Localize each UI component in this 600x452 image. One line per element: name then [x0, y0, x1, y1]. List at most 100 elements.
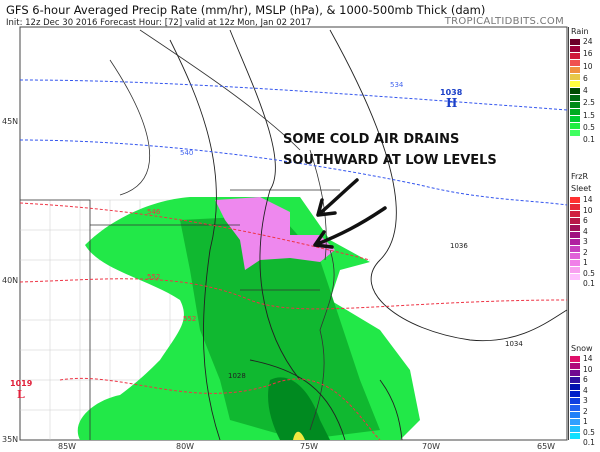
rain-legend-label: 2.5	[583, 98, 595, 108]
snow-legend-label: 14	[583, 354, 593, 363]
latitude-label: 35N	[2, 435, 19, 444]
snow-legend-label: 0.5	[583, 427, 595, 437]
rain-heavier	[180, 215, 380, 440]
thickness-label: 546	[147, 208, 161, 216]
freezing-rain-area	[215, 197, 335, 270]
frzr-legend-label: 3	[583, 237, 588, 246]
annotation-line-2: SOUTHWARD AT LOW LEVELS	[283, 153, 497, 168]
isobar-label: 1034	[505, 340, 523, 348]
snow-legend-swatch	[570, 384, 580, 391]
longitude-label: 75W	[300, 442, 319, 451]
thickness-546	[19, 202, 371, 261]
isobar-label: 1028	[228, 372, 246, 380]
thickness-label: 540	[180, 149, 193, 157]
snow-legend-label: 4	[583, 385, 588, 395]
rain-legend-swatch	[570, 137, 580, 144]
thickness-534	[19, 79, 568, 111]
snow-legend-label: 6	[583, 375, 588, 384]
snow-legend-label: 3	[583, 396, 588, 405]
frzr-legend-swatch	[570, 274, 580, 281]
frzr-legend-label: 10	[583, 205, 593, 215]
frzr-legend-swatch	[570, 204, 580, 211]
rain-yellow	[293, 431, 305, 440]
rain-legend-swatch	[570, 74, 580, 81]
precip-legend: Rain 24 16 10 6 4 2.5 1.5 0.5 0.1 FrzR Sleet 14 10 6 4 3…	[568, 27, 600, 447]
snow-legend-swatch	[570, 377, 580, 384]
map-title: GFS 6-hour Averaged Precip Rate (mm/hr),…	[6, 3, 486, 17]
rain-heaviest	[268, 377, 330, 440]
snow-legend-swatch	[570, 426, 580, 433]
frzr-legend-label: 1	[583, 258, 588, 267]
annotation-arrows	[313, 178, 387, 249]
snow-legend-swatch	[570, 363, 580, 370]
rain-legend-title: Rain	[571, 27, 589, 36]
rain-legend-swatch	[570, 81, 580, 88]
rain-legend-label: 24	[583, 37, 593, 46]
rain-legend-label: 1.5	[583, 110, 595, 120]
frzr-legend-swatch	[570, 225, 580, 232]
rain-legend-swatch	[570, 46, 580, 53]
frzr-legend-swatch	[570, 253, 580, 260]
snow-legend-swatch	[570, 405, 580, 412]
frzr-legend-swatch	[570, 246, 580, 253]
thickness-558	[59, 377, 381, 441]
snow-legend-label: 2	[583, 406, 588, 416]
frzr-legend-swatch	[570, 239, 580, 246]
frzr-legend-swatch	[570, 260, 580, 267]
rain-legend-label: 0.1	[583, 135, 595, 144]
snow-legend-swatch	[570, 440, 580, 447]
snow-legend-swatch	[570, 356, 580, 363]
snow-legend-label: 0.1	[583, 438, 595, 447]
thickness-label: 552	[183, 315, 196, 323]
frzr-legend-swatch	[570, 197, 580, 204]
frzr-legend-label: 4	[583, 226, 588, 236]
rain-legend-swatch	[570, 109, 580, 116]
rain-legend-label: 4	[583, 86, 588, 95]
frzr-legend-swatch	[570, 218, 580, 225]
snow-legend-swatch	[570, 391, 580, 398]
rain-legend-swatch	[570, 130, 580, 137]
thickness-540	[19, 139, 568, 206]
rain-legend-swatch	[570, 39, 580, 46]
thickness-label: 552	[147, 273, 160, 281]
thickness-label: 534	[390, 81, 404, 89]
frzr-legend-swatch	[570, 267, 580, 274]
snow-legend-swatch	[570, 370, 580, 377]
rain-legend-swatch	[570, 88, 580, 95]
rain-legend-swatch	[570, 116, 580, 123]
longitude-label: 85W	[58, 442, 77, 451]
frzr-legend-title: FrzR	[571, 172, 589, 181]
snow-legend-swatch	[570, 433, 580, 440]
longitude-label: 80W	[176, 442, 195, 451]
rain-legend-swatch	[570, 95, 580, 102]
low-pressure-symbol: L	[17, 388, 25, 401]
rain-legend-swatch	[570, 53, 580, 60]
frzr-legend-title-2: Sleet	[571, 184, 592, 193]
snow-legend-swatch	[570, 412, 580, 419]
frzr-legend-label: 0.1	[583, 279, 595, 288]
frzr-legend-label: 0.5	[583, 268, 595, 278]
high-pressure-symbol: H	[446, 96, 457, 110]
annotation-line-1: SOME COLD AIR DRAINS	[283, 132, 459, 147]
frzr-legend-label: 14	[583, 195, 593, 204]
frzr-legend-label: 6	[583, 216, 588, 225]
frzr-legend-swatch	[570, 211, 580, 218]
rain-legend-swatch	[570, 60, 580, 67]
rain-legend-label: 10	[583, 61, 593, 71]
low-pressure-value: 1019	[10, 379, 33, 388]
longitude-label: 70W	[422, 442, 441, 451]
isobar-label: 1036	[450, 242, 468, 250]
snow-legend-swatch	[570, 398, 580, 405]
rain-legend-swatch	[570, 102, 580, 109]
rain-legend-swatch	[570, 67, 580, 74]
frzr-legend-swatch	[570, 281, 580, 288]
frzr-legend-swatch	[570, 232, 580, 239]
rain-legend-label: 6	[583, 73, 588, 83]
snow-legend-title: Snow	[571, 344, 593, 353]
high-pressure-value: 1038	[440, 88, 463, 97]
snow-legend-label: 1	[583, 417, 588, 426]
frzr-legend-label: 2	[583, 247, 588, 257]
latitude-label: 45N	[2, 117, 19, 126]
brand-watermark: TROPICALTIDBITS.COM	[444, 16, 564, 27]
